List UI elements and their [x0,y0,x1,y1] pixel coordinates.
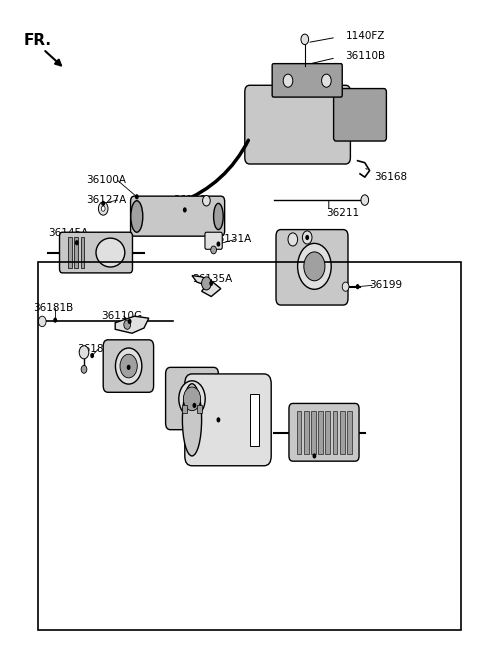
Circle shape [90,353,94,358]
Text: 36110: 36110 [288,251,321,261]
Circle shape [127,365,131,370]
Circle shape [101,206,105,211]
Text: 36150: 36150 [202,418,235,428]
Text: 36110G: 36110G [101,311,142,321]
Ellipse shape [96,238,125,267]
Circle shape [183,387,201,411]
Ellipse shape [298,243,331,289]
Ellipse shape [214,203,223,230]
Circle shape [361,195,369,205]
Bar [74,237,78,268]
Ellipse shape [179,380,205,417]
Bar [81,237,84,268]
Text: 36135A: 36135A [192,274,232,284]
Circle shape [283,74,293,87]
Circle shape [302,231,312,244]
Ellipse shape [131,201,143,232]
Circle shape [301,34,309,45]
Text: 36211: 36211 [326,208,360,218]
Bar [197,405,202,413]
Bar [340,411,345,454]
Text: 36199: 36199 [370,280,403,291]
Bar [347,411,352,454]
Circle shape [202,277,211,290]
Circle shape [288,233,298,246]
FancyBboxPatch shape [166,367,218,430]
Text: 36100A: 36100A [86,175,126,186]
Circle shape [209,281,213,286]
Circle shape [356,284,360,289]
Circle shape [304,252,325,281]
Circle shape [53,318,57,323]
Ellipse shape [116,348,142,384]
Text: 36146A: 36146A [288,442,328,453]
Bar [318,411,323,454]
Text: 36131A: 36131A [211,234,252,245]
FancyBboxPatch shape [245,85,350,164]
Bar [68,237,72,268]
Circle shape [98,202,108,215]
FancyBboxPatch shape [289,403,359,461]
Bar [297,411,301,454]
FancyBboxPatch shape [205,232,222,249]
Circle shape [216,241,220,247]
Text: 36170A: 36170A [182,392,223,402]
Polygon shape [192,276,221,297]
Circle shape [312,453,316,459]
FancyBboxPatch shape [185,374,271,466]
Circle shape [120,354,137,378]
Bar [311,411,316,454]
Bar [304,411,309,454]
FancyBboxPatch shape [60,232,132,273]
FancyBboxPatch shape [272,64,342,97]
Text: 36181B: 36181B [34,303,74,314]
Circle shape [128,319,132,324]
FancyBboxPatch shape [276,230,348,305]
FancyBboxPatch shape [334,89,386,141]
Circle shape [81,365,87,373]
Circle shape [203,195,210,206]
Text: 36145A: 36145A [48,228,88,238]
Text: 36127A: 36127A [86,195,127,205]
Bar [325,411,330,454]
FancyBboxPatch shape [103,340,154,392]
Circle shape [101,201,105,206]
Circle shape [216,417,220,422]
Circle shape [211,246,216,254]
FancyBboxPatch shape [131,196,225,236]
Circle shape [342,282,349,291]
Text: FR.: FR. [24,33,52,48]
Polygon shape [115,316,149,333]
Circle shape [183,207,187,213]
Circle shape [322,74,331,87]
Text: 36168: 36168 [374,172,408,182]
FancyBboxPatch shape [250,394,259,446]
Text: 36183: 36183 [77,344,110,354]
Circle shape [79,346,89,359]
Ellipse shape [182,384,202,456]
Circle shape [305,235,309,240]
Text: 1140FZ: 1140FZ [346,31,385,41]
Bar [333,411,337,454]
Circle shape [75,240,79,245]
Circle shape [124,320,131,329]
Text: 36170: 36170 [110,369,144,379]
Text: 36110B: 36110B [346,51,386,61]
Circle shape [135,194,139,199]
Text: 36120: 36120 [173,195,206,205]
Circle shape [38,316,46,327]
Circle shape [192,403,196,408]
Bar [182,405,187,413]
